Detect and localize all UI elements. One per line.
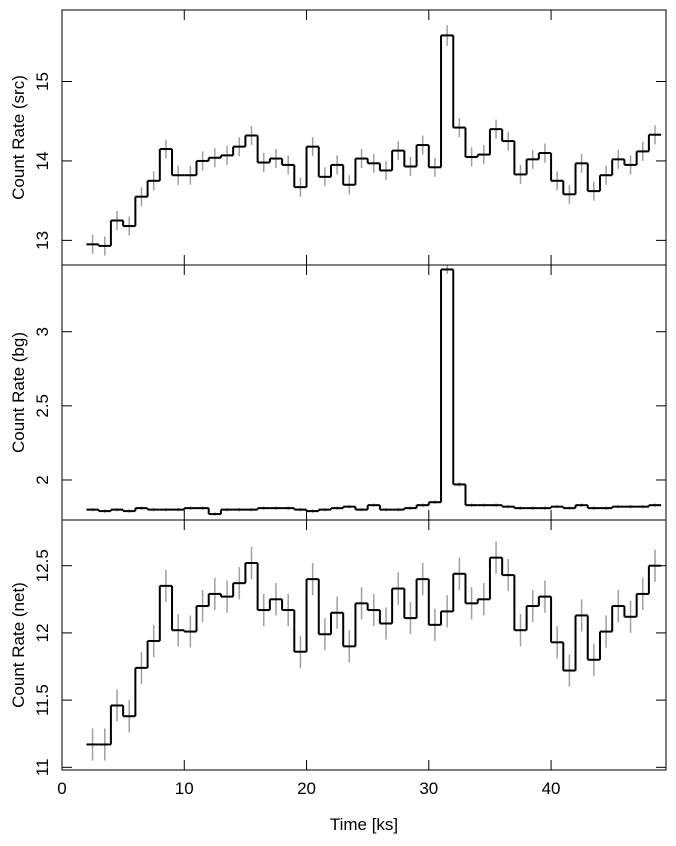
plot-frame bbox=[61, 264, 667, 521]
y-tick-label: 11.5 bbox=[33, 684, 52, 716]
y-tick-label: 12.5 bbox=[33, 549, 52, 582]
y-axis-label: Count Rate (bg) bbox=[9, 332, 28, 453]
y-tick-label: 12 bbox=[33, 623, 52, 642]
y-tick-label: 11 bbox=[33, 758, 52, 776]
y-tick-label: 15 bbox=[33, 72, 52, 91]
y-tick-label: 2.5 bbox=[33, 394, 52, 418]
y-tick-label: 3 bbox=[33, 327, 52, 336]
x-tick-label: 10 bbox=[175, 779, 194, 798]
x-axis-label: Time [ks] bbox=[330, 815, 398, 834]
plot-frame bbox=[61, 519, 667, 771]
y-axis-label: Count Rate (net) bbox=[9, 582, 28, 708]
y-tick-label: 14 bbox=[33, 151, 52, 170]
x-tick-label: 30 bbox=[419, 779, 438, 798]
x-tick-label: 40 bbox=[542, 779, 561, 798]
x-tick-label: 20 bbox=[297, 779, 316, 798]
y-tick-label: 13 bbox=[33, 231, 52, 250]
y-axis-label: Count Rate (src) bbox=[9, 75, 28, 200]
x-tick-label: 0 bbox=[57, 779, 66, 798]
plot-frame bbox=[61, 9, 667, 266]
y-tick-label: 2 bbox=[33, 475, 52, 484]
